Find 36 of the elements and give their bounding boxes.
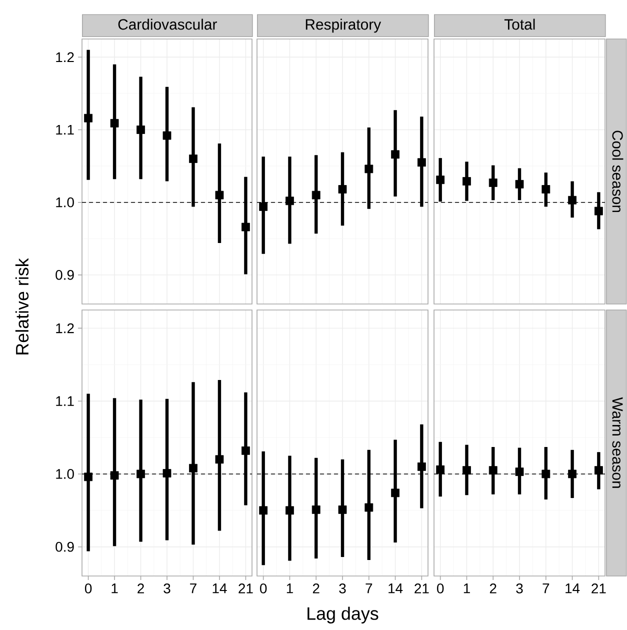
x-tick-label: 7 xyxy=(190,584,197,594)
chart-title: Cardiovascular xyxy=(118,18,218,30)
x-tick-label: 3 xyxy=(339,584,346,594)
x-tick-label: 0 xyxy=(260,584,267,594)
y-tick-label: 0.9 xyxy=(56,270,74,280)
x-tick-label: 3 xyxy=(516,584,523,594)
x-tick-label: 1 xyxy=(464,584,470,594)
y2-axis-title: Cool season xyxy=(612,130,624,212)
x-tick-label: 14 xyxy=(388,584,403,594)
x-tick-label: 2 xyxy=(490,584,496,594)
x-tick-label: 1 xyxy=(112,584,118,594)
x-tick-label: 2 xyxy=(138,584,144,594)
x-tick-label: 7 xyxy=(542,584,550,594)
x-tick-label: 21 xyxy=(238,584,253,594)
x-tick-label: 0 xyxy=(85,584,92,594)
x-tick-label: 0 xyxy=(437,584,444,594)
y-axis-title: Relative risk xyxy=(16,258,29,354)
x-tick-label: 21 xyxy=(592,584,606,594)
x-tick-label: 3 xyxy=(164,584,170,594)
x-tick-label: 21 xyxy=(414,584,429,594)
y-tick-label: 1.0 xyxy=(56,469,74,479)
x-tick-label: 2 xyxy=(313,584,320,594)
x-tick-label: 1 xyxy=(287,584,294,594)
y-tick-label: 1.1 xyxy=(56,124,74,135)
y-tick-label: 1.1 xyxy=(56,396,74,406)
y-tick-label: 0.9 xyxy=(56,542,74,552)
chart-title: Respiratory xyxy=(306,18,382,33)
x-axis-title: Lag days xyxy=(308,606,378,624)
x-tick-label: 7 xyxy=(366,584,372,594)
y-tick-label: 1.2 xyxy=(56,323,74,334)
y-tick-label: 1.2 xyxy=(56,52,74,62)
chart-title: Total xyxy=(504,18,535,30)
y2-axis-title: Warm season xyxy=(612,397,623,488)
y-tick-label: 1.0 xyxy=(56,197,74,208)
x-tick-label: 14 xyxy=(212,584,227,594)
x-tick-label: 14 xyxy=(566,584,580,594)
